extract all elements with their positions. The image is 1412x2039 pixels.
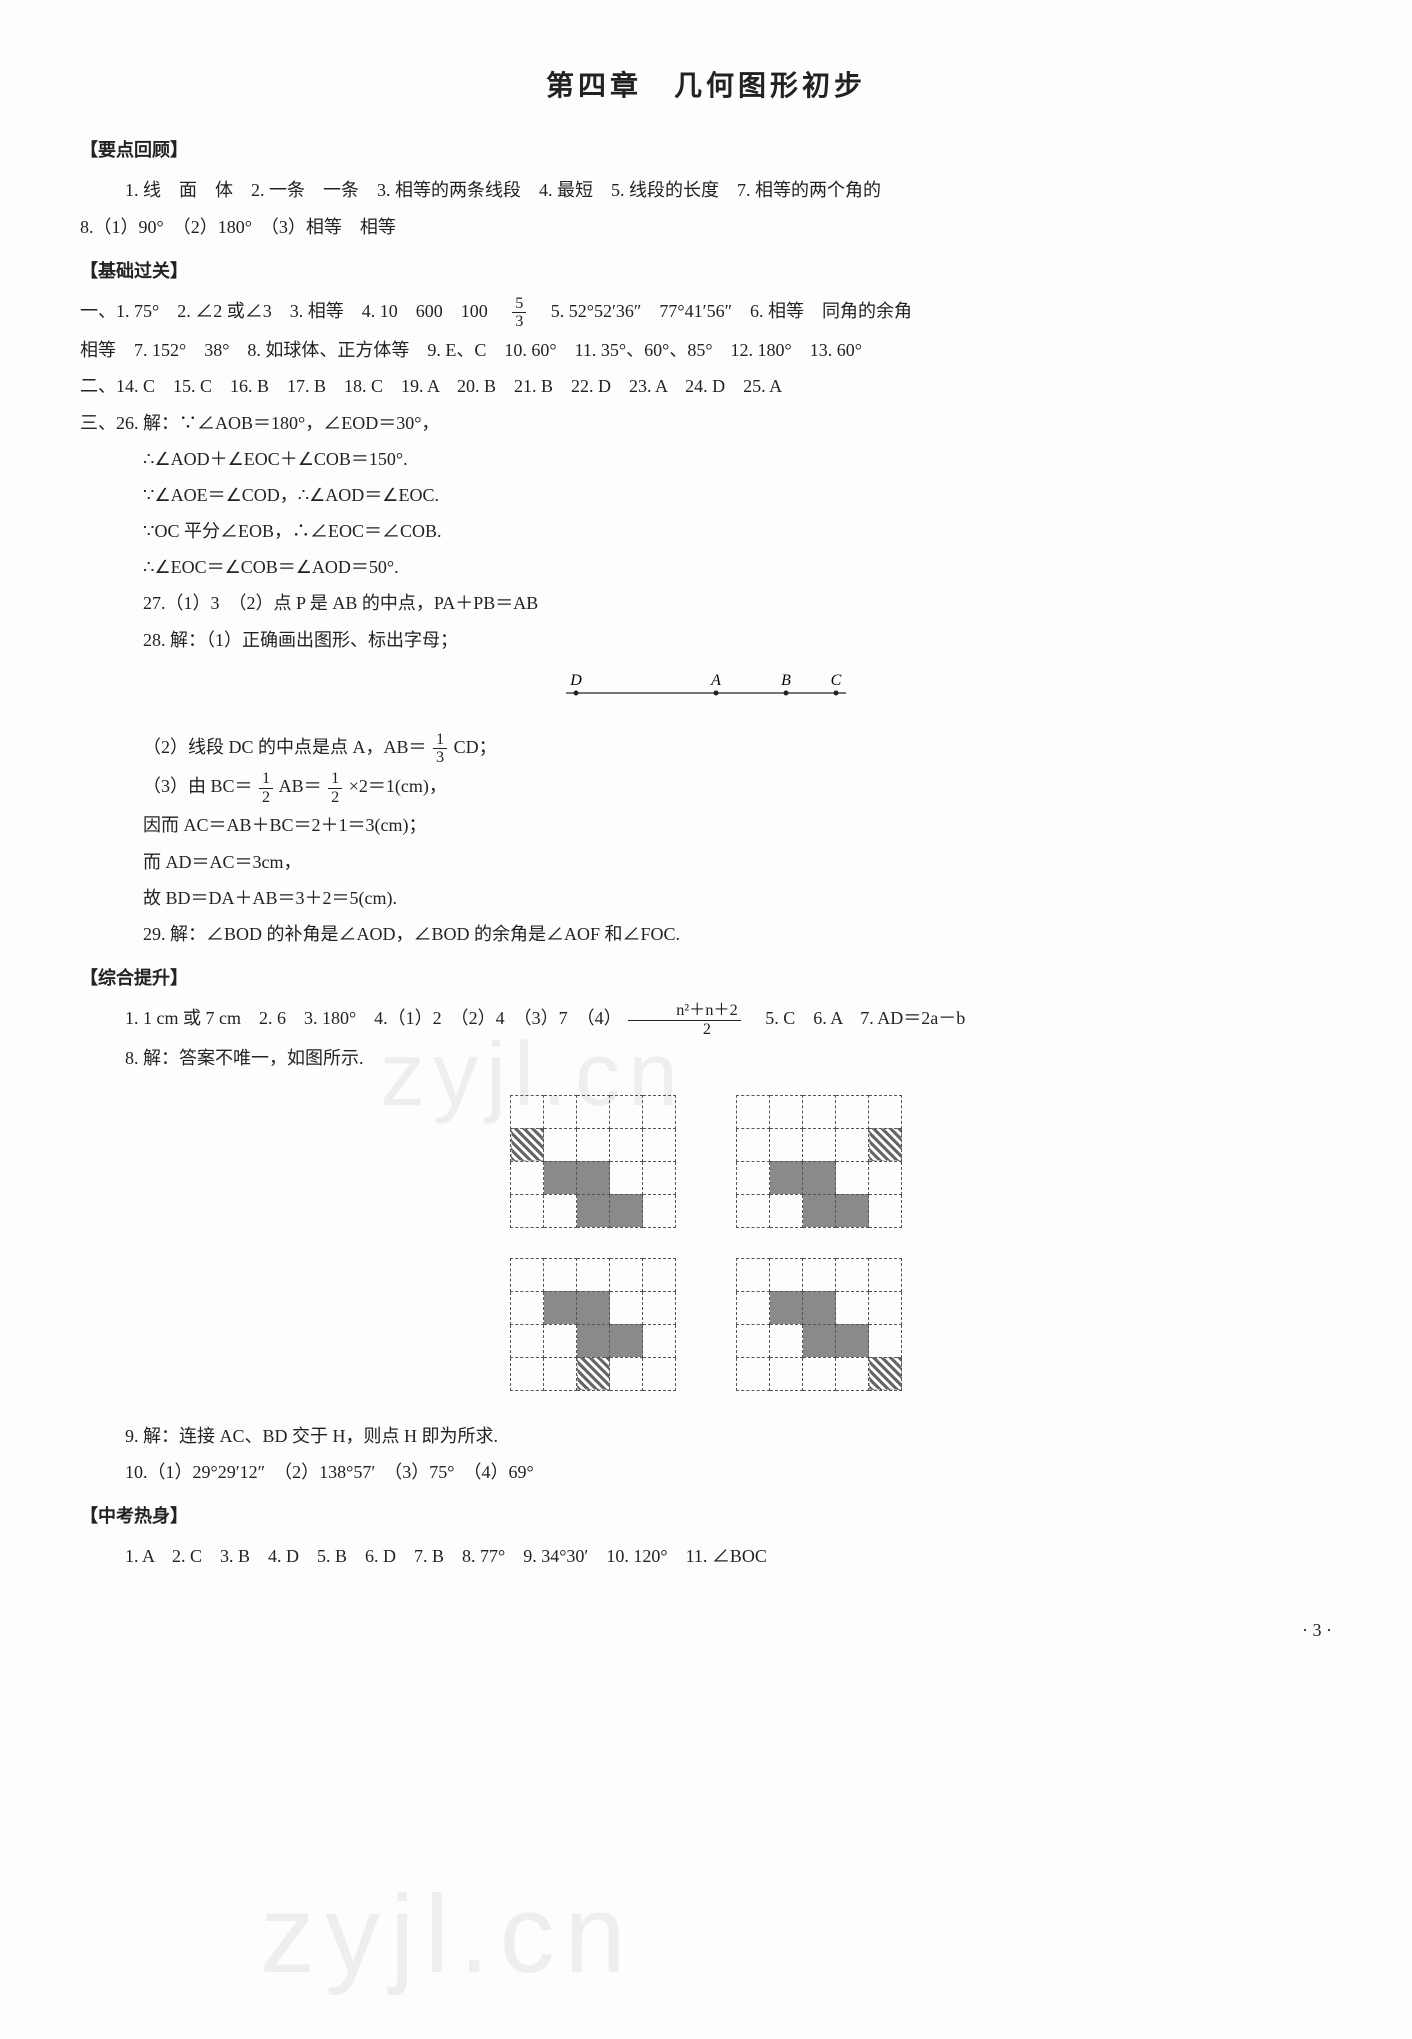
text: CD； bbox=[454, 737, 497, 757]
net-grid-4 bbox=[736, 1258, 902, 1391]
section-header-synth: 【综合提升】 bbox=[80, 961, 1332, 995]
exam-line-1: 1. A 2. C 3. B 4. D 5. B 6. D 7. B 8. 77… bbox=[80, 1539, 1332, 1573]
text: 一、1. 75° 2. ∠2 或∠3 3. 相等 4. 10 600 100 bbox=[80, 301, 506, 321]
section-header-review: 【要点回顾】 bbox=[80, 133, 1332, 167]
synth-line-1: 1. 1 cm 或 7 cm 2. 6 3. 180° 4.（1）2 （2）4 … bbox=[80, 1001, 1332, 1038]
review-line-1: 1. 线 面 体 2. 一条 一条 3. 相等的两条线段 4. 最短 5. 线段… bbox=[80, 173, 1332, 207]
text: ×2＝1(cm)， bbox=[349, 776, 447, 796]
section-header-exam: 【中考热身】 bbox=[80, 1499, 1332, 1533]
svg-text:D: D bbox=[569, 672, 582, 689]
svg-text:C: C bbox=[831, 672, 842, 689]
text: 5. C 6. A 7. AD＝2a－b bbox=[747, 1008, 965, 1028]
text: 1. 1 cm 或 7 cm 2. 6 3. 180° 4.（1）2 （2）4 … bbox=[125, 1008, 622, 1028]
section-header-basics: 【基础过关】 bbox=[80, 254, 1332, 288]
svg-text:A: A bbox=[710, 672, 721, 689]
synth-line-4: 10.（1）29°29′12″ （2）138°57′ （3）75° （4）69° bbox=[80, 1455, 1332, 1489]
fraction: 5 3 bbox=[512, 295, 526, 332]
basics-line-15: 故 BD＝DA＋AB＝3＋2＝5(cm). bbox=[80, 881, 1332, 915]
synth-line-3: 9. 解：连接 AC、BD 交于 H，则点 H 即为所求. bbox=[80, 1419, 1332, 1453]
basics-line-11: （2）线段 DC 的中点是点 A，AB＝ 1 3 CD； bbox=[80, 730, 1332, 767]
basics-line-4: 三、26. 解：∵∠AOB＝180°，∠EOD＝30°， bbox=[80, 406, 1332, 440]
text: （2）线段 DC 的中点是点 A，AB＝ bbox=[143, 737, 427, 757]
svg-text:B: B bbox=[781, 672, 791, 689]
watermark: zyjl.cn bbox=[260, 1830, 636, 2039]
net-grid-set bbox=[80, 1095, 1332, 1391]
net-grid-3 bbox=[510, 1258, 676, 1391]
basics-line-9: 27.（1）3 （2）点 P 是 AB 的中点，PA＋PB＝AB bbox=[80, 586, 1332, 620]
fraction: 1 2 bbox=[328, 770, 342, 807]
basics-line-10: 28. 解：（1）正确画出图形、标出字母； bbox=[80, 623, 1332, 657]
basics-line-12: （3）由 BC＝ 1 2 AB＝ 1 2 ×2＝1(cm)， bbox=[80, 769, 1332, 806]
page-title: 第四章 几何图形初步 bbox=[80, 60, 1332, 113]
fraction: 1 3 bbox=[433, 731, 447, 768]
text: AB＝ bbox=[279, 776, 322, 796]
net-grid-1 bbox=[510, 1095, 676, 1228]
basics-line-5: ∴∠AOD＋∠EOC＋∠COB＝150°. bbox=[80, 442, 1332, 476]
basics-line-16: 29. 解：∠BOD 的补角是∠AOD，∠BOD 的余角是∠AOF 和∠FOC. bbox=[80, 917, 1332, 951]
fraction: n²＋n＋2 2 bbox=[628, 1002, 741, 1039]
page-number: · 3 · bbox=[80, 1613, 1332, 1647]
net-grid-2 bbox=[736, 1095, 902, 1228]
basics-line-3: 二、14. C 15. C 16. B 17. B 18. C 19. A 20… bbox=[80, 369, 1332, 403]
fraction: 1 2 bbox=[259, 770, 273, 807]
review-line-2: 8.（1）90° （2）180° （3）相等 相等 bbox=[80, 210, 1332, 244]
basics-line-7: ∵OC 平分∠EOB，∴∠EOC＝∠COB. bbox=[80, 514, 1332, 548]
synth-line-2: 8. 解：答案不唯一，如图所示. bbox=[80, 1041, 1332, 1075]
basics-line-6: ∵∠AOE＝∠COD，∴∠AOD＝∠EOC. bbox=[80, 478, 1332, 512]
basics-line-1: 一、1. 75° 2. ∠2 或∠3 3. 相等 4. 10 600 100 5… bbox=[80, 294, 1332, 331]
line-diagram-dabc: D A B C bbox=[80, 671, 1332, 712]
basics-line-14: 而 AD＝AC＝3cm， bbox=[80, 845, 1332, 879]
basics-line-13: 因而 AC＝AB＋BC＝2＋1＝3(cm)； bbox=[80, 808, 1332, 842]
text: （3）由 BC＝ bbox=[143, 776, 253, 796]
basics-line-8: ∴∠EOC＝∠COB＝∠AOD＝50°. bbox=[80, 550, 1332, 584]
basics-line-2: 相等 7. 152° 38° 8. 如球体、正方体等 9. E、C 10. 60… bbox=[80, 333, 1332, 367]
text: 5. 52°52′36″ 77°41′56″ 6. 相等 同角的余角 bbox=[533, 301, 912, 321]
